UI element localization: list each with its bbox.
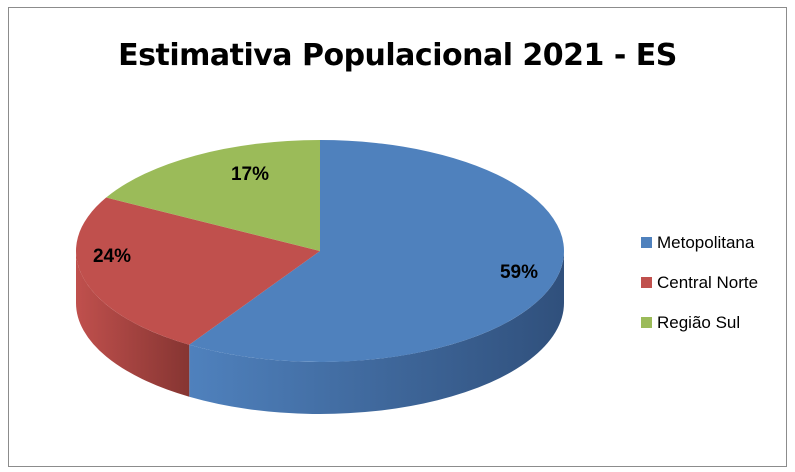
legend-item-central-norte: Central Norte bbox=[641, 272, 758, 293]
legend-item-regiao-sul: Região Sul bbox=[641, 312, 758, 333]
legend-swatch bbox=[641, 317, 652, 328]
legend-label: Região Sul bbox=[657, 312, 741, 332]
legend-swatch bbox=[641, 277, 652, 288]
legend: Metopolitana Central Norte Região Sul bbox=[641, 232, 758, 352]
data-label: 17% bbox=[231, 164, 269, 185]
chart-title: Estimativa Populacional 2021 - ES bbox=[118, 38, 677, 73]
pie-slice-side bbox=[75, 251, 190, 397]
pie-slice bbox=[106, 140, 320, 251]
legend-label: Metopolitana bbox=[657, 232, 755, 252]
legend-swatch bbox=[641, 237, 652, 248]
pie-slice bbox=[189, 140, 565, 362]
pie-slice-side bbox=[189, 251, 565, 414]
legend-item-metropolitana: Metopolitana bbox=[641, 232, 758, 253]
pie-slice bbox=[75, 197, 321, 345]
legend-label: Central Norte bbox=[657, 272, 759, 292]
data-label: 59% bbox=[500, 262, 538, 283]
data-label: 24% bbox=[93, 246, 131, 267]
